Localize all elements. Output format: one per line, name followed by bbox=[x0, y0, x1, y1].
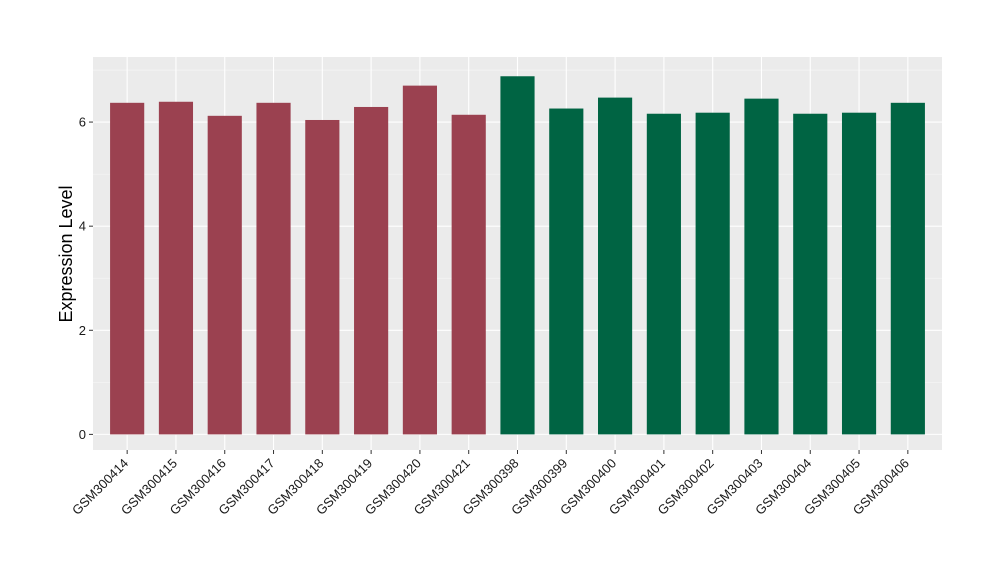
bar-gsm300417 bbox=[256, 102, 291, 435]
bar-gsm300419 bbox=[354, 106, 389, 435]
y-axis: 0 2 4 6 bbox=[79, 115, 93, 442]
bar-gsm300421 bbox=[451, 114, 486, 435]
bar-gsm300415 bbox=[158, 101, 194, 435]
bar-gsm300418 bbox=[305, 119, 340, 435]
bar-gsm300402 bbox=[695, 112, 730, 435]
bar-gsm300400 bbox=[598, 97, 633, 435]
bar-gsm300420 bbox=[402, 85, 437, 435]
bar-gsm300401 bbox=[646, 113, 681, 435]
bar-gsm300406 bbox=[890, 102, 925, 435]
bar-gsm300399 bbox=[549, 108, 584, 435]
y-tick-label: 2 bbox=[79, 323, 86, 338]
bar-gsm300414 bbox=[110, 102, 145, 435]
bar-gsm300405 bbox=[841, 112, 877, 435]
bar-gsm300403 bbox=[744, 98, 779, 435]
y-axis-title: Expression Level bbox=[56, 185, 76, 322]
y-tick-label: 6 bbox=[79, 115, 86, 130]
bars bbox=[110, 76, 925, 435]
x-axis: GSM300414GSM300415GSM300416GSM300417GSM3… bbox=[69, 450, 912, 518]
bar-gsm300404 bbox=[793, 113, 828, 435]
bar-gsm300398 bbox=[500, 76, 535, 435]
y-tick-label: 4 bbox=[79, 219, 86, 234]
bar-gsm300416 bbox=[207, 115, 242, 435]
y-tick-label: 0 bbox=[79, 427, 86, 442]
